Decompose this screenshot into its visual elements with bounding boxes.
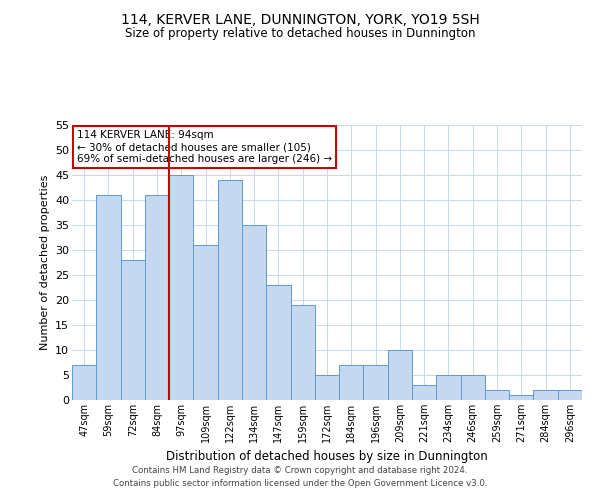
Bar <box>169 175 193 400</box>
Bar <box>509 395 533 400</box>
Bar <box>485 390 509 400</box>
Bar <box>315 375 339 400</box>
Bar <box>266 285 290 400</box>
Bar <box>242 225 266 400</box>
Bar <box>339 365 364 400</box>
Bar <box>436 375 461 400</box>
Bar <box>218 180 242 400</box>
Text: 114 KERVER LANE: 94sqm
← 30% of detached houses are smaller (105)
69% of semi-de: 114 KERVER LANE: 94sqm ← 30% of detached… <box>77 130 332 164</box>
Text: Size of property relative to detached houses in Dunnington: Size of property relative to detached ho… <box>125 28 475 40</box>
Bar <box>461 375 485 400</box>
X-axis label: Distribution of detached houses by size in Dunnington: Distribution of detached houses by size … <box>166 450 488 464</box>
Bar <box>193 245 218 400</box>
Text: Contains HM Land Registry data © Crown copyright and database right 2024.
Contai: Contains HM Land Registry data © Crown c… <box>113 466 487 487</box>
Bar <box>558 390 582 400</box>
Bar <box>96 195 121 400</box>
Bar <box>290 305 315 400</box>
Y-axis label: Number of detached properties: Number of detached properties <box>40 175 50 350</box>
Bar <box>412 385 436 400</box>
Bar <box>121 260 145 400</box>
Bar <box>72 365 96 400</box>
Text: 114, KERVER LANE, DUNNINGTON, YORK, YO19 5SH: 114, KERVER LANE, DUNNINGTON, YORK, YO19… <box>121 12 479 26</box>
Bar <box>388 350 412 400</box>
Bar <box>533 390 558 400</box>
Bar <box>145 195 169 400</box>
Bar <box>364 365 388 400</box>
